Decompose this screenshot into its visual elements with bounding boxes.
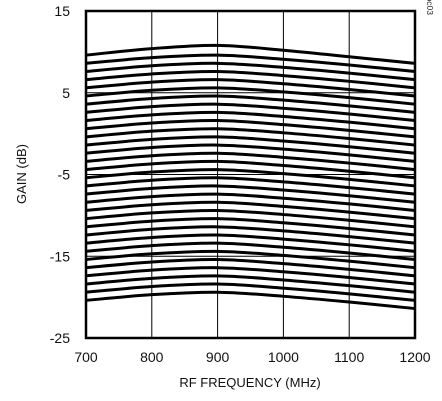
- gain-curve-13: [85, 143, 416, 163]
- gain-curve-9: [85, 110, 416, 131]
- y-tick-label: 5: [62, 85, 70, 101]
- x-tick-label: 900: [206, 349, 230, 365]
- x-tick-labels: 700 800 900 1000 1100 1200: [74, 349, 430, 365]
- x-tick-label: 1200: [399, 349, 430, 365]
- gain-curve-22: [85, 217, 416, 237]
- gain-curve-25: [85, 241, 416, 262]
- gain-curve-12: [85, 135, 416, 155]
- plot-frame: [84, 9, 417, 340]
- gain-curve-28: [85, 266, 416, 286]
- gain-curve-24: [85, 233, 416, 253]
- gain-curve-17: [85, 176, 416, 196]
- gain-curve-5: [85, 78, 416, 98]
- gain-curve-29: [85, 274, 416, 294]
- figure-id-annotation: MAX2058 toc03: [425, 0, 435, 15]
- gain-curve-19: [85, 192, 416, 212]
- series-lines: [85, 43, 416, 311]
- gain-curve-2: [85, 53, 416, 73]
- x-tick-label: 800: [140, 349, 164, 365]
- gain-curve-11: [85, 127, 416, 147]
- gain-curve-3: [85, 61, 416, 82]
- gain-curve-23: [85, 225, 416, 245]
- gain-curve-6: [85, 86, 416, 106]
- gain-curve-8: [85, 102, 416, 123]
- gain-curve-18: [85, 184, 416, 204]
- gain-curve-4: [85, 69, 416, 90]
- x-tick-label: 700: [74, 349, 98, 365]
- gain-curve-30: [85, 282, 416, 302]
- y-tick-label: -5: [58, 167, 71, 183]
- gain-curve-16: [85, 168, 416, 188]
- gain-curve-27: [85, 257, 416, 278]
- gain-curve-21: [85, 208, 416, 229]
- gain-curve-31: [85, 290, 416, 311]
- y-axis-title: GAIN (dB): [14, 144, 29, 204]
- gain-curve-10: [85, 119, 416, 139]
- gain-curve-7: [85, 94, 416, 114]
- y-tick-label: 15: [54, 3, 70, 19]
- y-tick-label: -15: [50, 248, 70, 264]
- y-tick-labels: 15 5 -5 -15 -25: [50, 3, 70, 346]
- gain-curve-20: [85, 200, 416, 221]
- gain-curve-14: [85, 151, 416, 172]
- gain-curve-15: [85, 159, 416, 180]
- gain-curve-26: [85, 249, 416, 270]
- x-axis-title: RF FREQUENCY (MHz): [179, 375, 320, 390]
- y-tick-label: -25: [50, 330, 70, 346]
- x-tick-label: 1100: [334, 349, 364, 365]
- gain-curve-1: [85, 43, 416, 65]
- x-tick-label: 1000: [268, 349, 299, 365]
